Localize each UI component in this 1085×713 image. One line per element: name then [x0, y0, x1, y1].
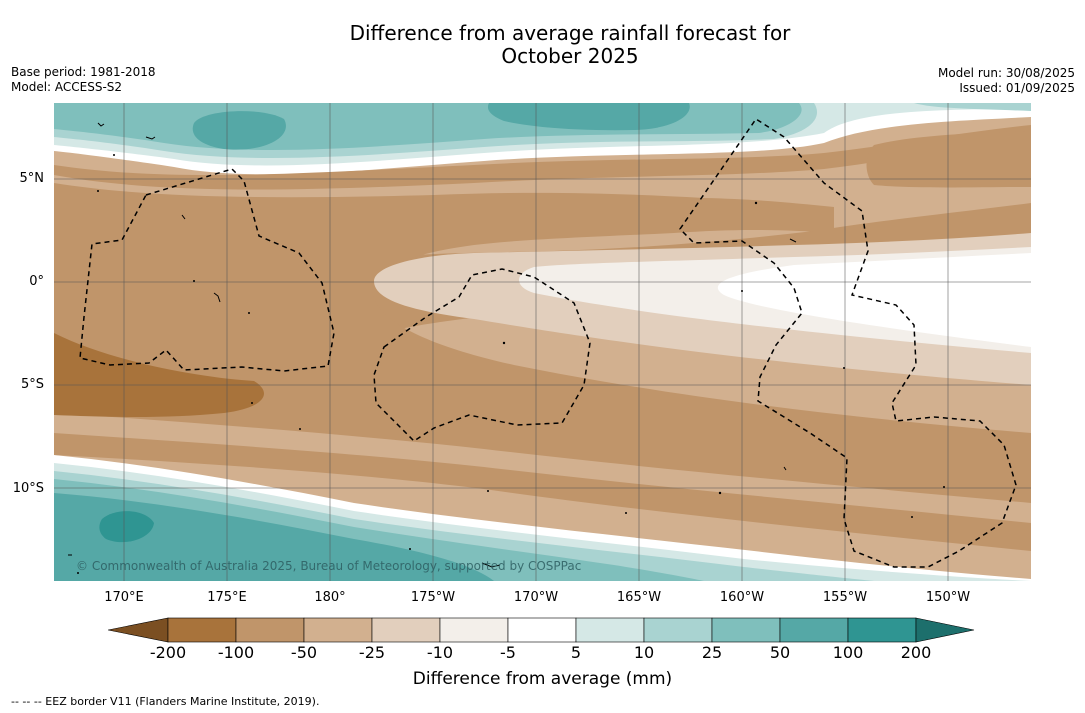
north-blob-100a: [192, 111, 286, 150]
lon-label-175e: 175°E: [207, 590, 247, 605]
title-line-1: Difference from average rainfall forecas…: [349, 21, 791, 45]
lon-label-180: 180°: [314, 590, 346, 605]
island-1: [97, 122, 105, 127]
colorbar-swatch: [575, 617, 645, 643]
colorbar-swatch: [439, 617, 509, 643]
island-6: [481, 562, 501, 568]
colorbar-swatch: [371, 617, 441, 643]
colorbar-swatch: [303, 617, 373, 643]
lat-label-5s: 5°S: [20, 377, 44, 392]
island-4: [213, 292, 221, 303]
base-info: Base period: 1981-2018 Model: ACCESS-S2: [11, 65, 156, 95]
legend-label: -10: [426, 643, 454, 662]
island-8: [783, 466, 787, 471]
colorbar: [108, 617, 975, 643]
legend-label: 100: [832, 643, 864, 662]
colorbar-swatch: [779, 617, 849, 643]
colorbar-extend-high: [915, 617, 975, 643]
model-name: Model: ACCESS-S2: [11, 80, 123, 94]
legend-label: -100: [217, 643, 255, 662]
east-tongue-white: [717, 253, 1031, 347]
lon-label-155w: 155°W: [822, 590, 868, 605]
island-2: [145, 136, 156, 140]
colorbar-swatch: [235, 617, 305, 643]
colorbar-swatch: [711, 617, 781, 643]
map-title: Difference from average rainfall forecas…: [0, 22, 1085, 68]
colorbar-swatch: [507, 617, 577, 643]
legend-label: 25: [701, 643, 723, 662]
south-band-100: [54, 493, 494, 581]
lat-label-10s: 10°S: [12, 481, 44, 496]
legend-label: -25: [358, 643, 386, 662]
lon-label-165w: 165°W: [616, 590, 662, 605]
model-run: Model run: 30/08/2025: [937, 66, 1075, 80]
dry-core: [54, 183, 1031, 503]
legend-label: -5: [500, 643, 516, 662]
colorbar-swatch: [847, 617, 917, 643]
ne-dry-100: [866, 131, 1031, 188]
legend-label: 5: [570, 643, 582, 662]
legend-title: Difference from average (mm): [412, 669, 673, 689]
colorbar-swatch: [167, 617, 237, 643]
legend-label: -50: [290, 643, 318, 662]
lat-label-0: 0°: [29, 274, 44, 289]
eez-west: [79, 168, 335, 372]
dry-west-100: [54, 333, 264, 417]
run-info: Model run: 30/08/2025 Issued: 01/09/2025: [938, 66, 1075, 96]
rainfall-anomaly-map: [54, 103, 1031, 581]
eez-east: [679, 117, 1017, 568]
lon-label-175w: 175°W: [410, 590, 456, 605]
lat-label-5n: 5°N: [19, 171, 45, 186]
title-line-2: October 2025: [501, 44, 639, 68]
legend-label: 50: [769, 643, 791, 662]
lon-label-170e: 170°E: [104, 590, 144, 605]
lon-label-160w: 160°W: [719, 590, 765, 605]
copyright-notice: © Commonwealth of Australia 2025, Bureau…: [76, 559, 582, 573]
lon-label-150w: 150°W: [925, 590, 971, 605]
island-3: [181, 214, 186, 220]
colorbar-extend-low: [108, 617, 169, 643]
eez-note: -- -- -- EEZ border V11 (Flanders Marine…: [11, 695, 320, 708]
base-period: Base period: 1981-2018: [11, 65, 156, 79]
ne-corner-10: [914, 103, 1031, 111]
island-5: [789, 238, 797, 243]
legend-label: 10: [633, 643, 655, 662]
legend-label: -200: [149, 643, 187, 662]
south-blob-200: [99, 511, 154, 543]
lon-label-170w: 170°W: [513, 590, 559, 605]
legend-label: 200: [900, 643, 932, 662]
colorbar-swatch: [643, 617, 713, 643]
issued-date: Issued: 01/09/2025: [959, 81, 1075, 95]
